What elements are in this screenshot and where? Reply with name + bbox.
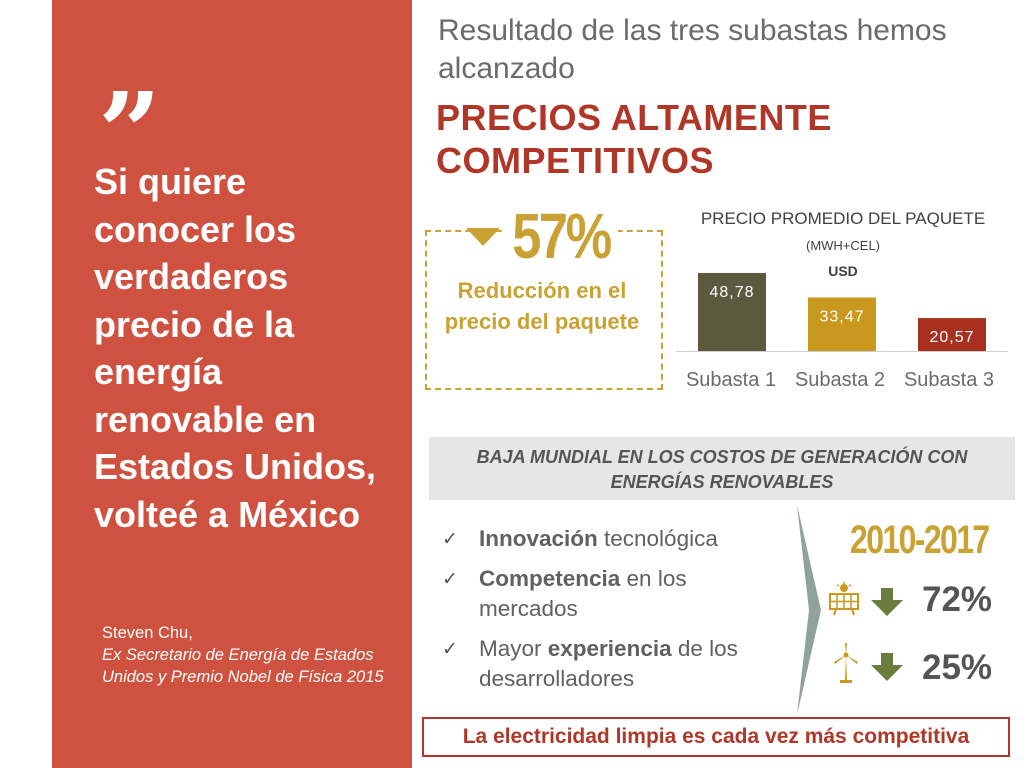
reduction-description: Reducción en el precio del paquete [444, 278, 640, 334]
arrow-down-icon [871, 588, 903, 616]
bullet-keyword: Competencia [479, 566, 621, 591]
bar-value-label-2: 33,47 [819, 308, 864, 325]
chevron-divider [797, 505, 821, 715]
page-title: PRECIOS ALTAMENTE COMPETITIVOS [436, 97, 832, 181]
wind-turbine-icon [834, 643, 858, 683]
quote-text: Si quiere conocer los verdaderos precio … [94, 161, 377, 535]
wind-cost-drop: 25% [922, 648, 993, 687]
list-item: ✓ Competencia en los mercados [442, 564, 782, 624]
solar-panel-icon [829, 582, 859, 616]
bullet-keyword: experiencia [547, 636, 672, 661]
quote-attribution: Steven Chu, Ex Secretario de Energía de … [102, 622, 402, 688]
bar-value-label-3: 20,57 [929, 329, 974, 346]
page-subtitle: Resultado de las tres subastas hemos alc… [438, 14, 947, 85]
chart-title-currency: USD [828, 263, 858, 279]
triangle-down-icon [466, 228, 500, 246]
footer-banner: La electricidad limpia es cada vez más c… [422, 717, 1010, 757]
quote-mark-icon: ” [98, 68, 161, 197]
quote-author: Steven Chu, [102, 624, 193, 642]
banner-text: BAJA MUNDIAL EN LOS COSTOS DE GENERACIÓN… [476, 447, 968, 492]
check-icon: ✓ [442, 568, 458, 590]
bar-subasta-1 [698, 272, 766, 351]
driver-list: ✓ Innovación tecnológica ✓ Competencia e… [442, 524, 782, 704]
bullet-text: de los desarrolladores [479, 636, 738, 691]
bar-subasta-2 [808, 297, 876, 351]
bullet-text: tecnológica [597, 526, 718, 551]
reduction-percent: 57% [504, 198, 619, 274]
check-icon: ✓ [442, 528, 458, 550]
list-item: ✓ Innovación tecnológica [442, 524, 782, 554]
quote-author-role: Ex Secretario de Energía de Estados Unid… [102, 646, 384, 686]
list-item: ✓ Mayor experiencia de los desarrollador… [442, 634, 782, 694]
category-label-3: Subasta 3 [903, 369, 995, 391]
category-label-1: Subasta 1 [685, 369, 777, 391]
period-label: 2010-2017 [850, 518, 990, 562]
chart-title-main: PRECIO PROMEDIO DEL PAQUETE [700, 209, 986, 228]
solar-cost-drop: 72% [922, 580, 993, 619]
quote-panel: ” Si quiere conocer los verdaderos preci… [52, 0, 412, 768]
price-bar-chart: 48,78 33,47 20,57 [676, 272, 1008, 352]
bar-value-label-1: 48,78 [709, 284, 754, 301]
footer-text: La electricidad limpia es cada vez más c… [462, 725, 970, 748]
bar-subasta-3 [918, 318, 986, 351]
bullet-keyword: Innovación [479, 526, 598, 551]
category-label-2: Subasta 2 [794, 369, 886, 391]
chart-title: PRECIO PROMEDIO DEL PAQUETE (MWH+CEL) US… [700, 206, 986, 283]
check-icon: ✓ [442, 638, 458, 660]
global-cost-banner: BAJA MUNDIAL EN LOS COSTOS DE GENERACIÓN… [429, 437, 1015, 500]
bullet-text: en los mercados [479, 566, 687, 621]
arrow-down-icon [871, 653, 903, 681]
bullet-lead: Mayor [479, 636, 548, 661]
chart-title-unit: (MWH+CEL) [805, 238, 881, 253]
